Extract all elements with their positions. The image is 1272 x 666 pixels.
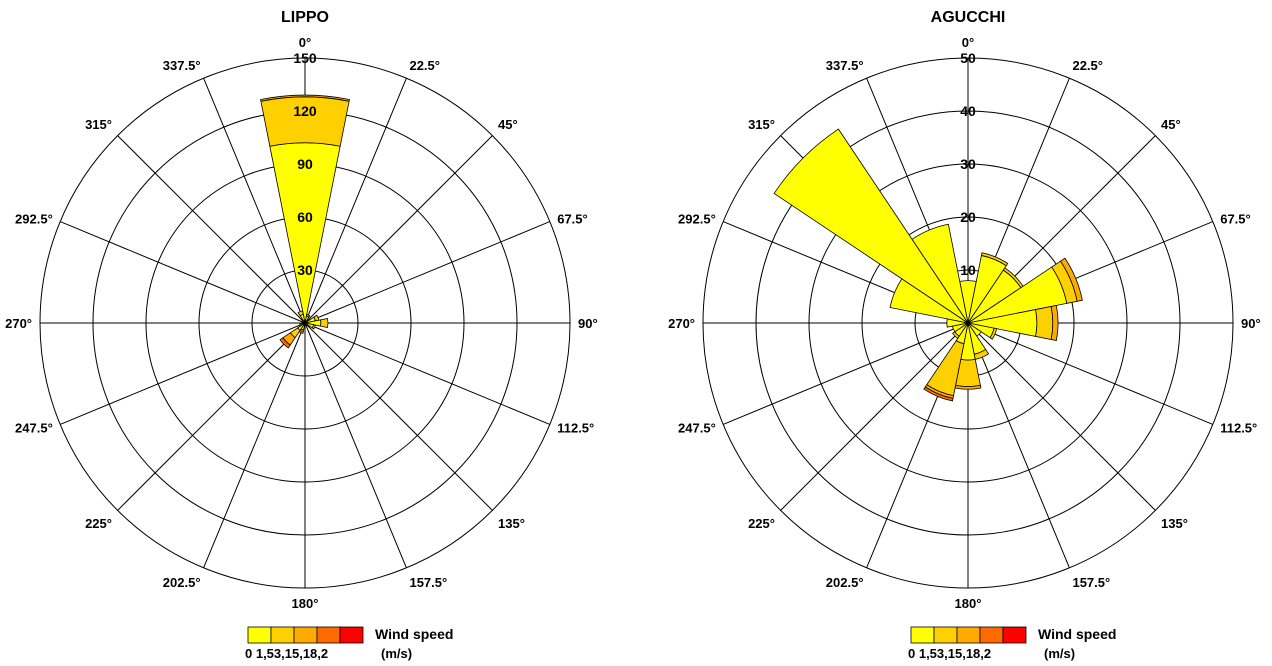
sector-90-bin-1 [1035, 305, 1054, 341]
legend-swatch [956, 626, 981, 644]
direction-spoke [722, 322, 969, 425]
direction-label: 202.5° [163, 575, 201, 590]
direction-label: 67.5° [557, 212, 588, 227]
direction-label: 135° [1161, 516, 1188, 531]
direction-spoke [59, 322, 306, 425]
sector-112.5-bin-1 [989, 327, 998, 340]
sector-22.5-bin-1 [305, 313, 311, 318]
direction-label: 45° [1161, 117, 1181, 132]
radial-tick-label: 60 [297, 209, 313, 225]
wind-rose-panel-agucchi: AGUCCHI 10 20 30 40 50 0° 22.5° 45° 67.5° 90° 112.5… [636, 0, 1272, 666]
direction-label: 270° [668, 316, 695, 331]
sector-202.5-bin-3 [923, 386, 954, 402]
direction-spoke [304, 77, 407, 324]
direction-spoke [304, 221, 551, 324]
direction-label: 45° [498, 117, 518, 132]
direction-spoke [117, 322, 306, 511]
legend-swatch [910, 626, 935, 644]
radial-tick-label: 150 [293, 50, 317, 66]
radial-tick-label: 30 [297, 262, 313, 278]
direction-label: 112.5° [1220, 420, 1257, 435]
direction-label: 225° [748, 516, 775, 531]
direction-spoke [304, 135, 493, 324]
wind-rose-chart-agucchi: AGUCCHI 10 20 30 40 500° 22.5° 45° 67.5° 90° 112.5… [668, 9, 1261, 661]
legend-swatch [979, 626, 1004, 644]
sector-67.5-bin-2 [1059, 257, 1083, 302]
legend-ticks: 0 1,53,15,18,2 [908, 646, 991, 661]
direction-label: 337.5° [826, 58, 864, 73]
legend-title: Wind speed [1038, 626, 1116, 642]
wind-rose-panel-lippo: LIPPO 30 60 90 120 150 0° 22.5° 45° 67.5° 90° 112.5… [5, 9, 598, 661]
direction-spoke [967, 322, 1214, 425]
direction-label: 22.5° [409, 58, 440, 73]
direction-label: 22.5° [1072, 58, 1103, 73]
direction-label: 315° [748, 117, 775, 132]
sector-225-bin-1 [952, 331, 960, 339]
sector-247.5-bin-1 [299, 323, 303, 327]
direction-label: 67.5° [1220, 212, 1251, 227]
direction-label: 112.5° [557, 420, 594, 435]
direction-label: 225° [85, 516, 112, 531]
legend-ticks: 0 1,53,15,18,2 [245, 646, 328, 661]
legend-swatch [316, 626, 341, 644]
legend-title: Wind speed [375, 626, 453, 642]
direction-label: 337.5° [163, 58, 201, 73]
legend-swatch [293, 626, 318, 644]
legend-unit: (m/s) [1044, 646, 1075, 661]
sector-337.5-bin-0 [911, 223, 969, 324]
radial-tick-label: 120 [293, 103, 317, 119]
radial-tick-label: 40 [960, 103, 976, 119]
direction-label: 202.5° [826, 575, 864, 590]
direction-spoke [967, 322, 1156, 511]
direction-label: 157.5° [409, 575, 447, 590]
chart-title: AGUCCHI [931, 9, 1006, 26]
sector-112.5-bin-1 [311, 324, 316, 330]
direction-spoke [203, 77, 306, 324]
radial-tick-label: 10 [960, 262, 976, 278]
direction-label: 135° [498, 516, 525, 531]
radial-tick-label: 20 [960, 209, 976, 225]
sector-225-bin-3 [279, 337, 291, 349]
direction-label: 0° [962, 35, 974, 50]
legend-swatch [247, 626, 272, 644]
direction-label: 270° [5, 316, 32, 331]
direction-label: 247.5° [678, 420, 716, 435]
direction-label: 157.5° [1072, 575, 1110, 590]
direction-spoke [780, 322, 969, 511]
direction-label: 315° [85, 117, 112, 132]
direction-spoke [304, 322, 551, 425]
chart-title: LIPPO [281, 9, 329, 26]
direction-spoke [117, 135, 306, 324]
direction-label: 292.5° [678, 212, 716, 227]
direction-spoke [304, 322, 493, 511]
direction-spoke [304, 322, 407, 569]
legend-swatch [339, 626, 364, 644]
sector-0-bin-2 [260, 94, 350, 102]
legend-swatch [1002, 626, 1027, 644]
direction-spoke [203, 322, 306, 569]
legend-unit: (m/s) [381, 646, 412, 661]
sector-90-bin-1 [320, 318, 329, 328]
radial-tick-label: 30 [960, 156, 976, 172]
sector-90-bin-2 [1050, 304, 1059, 342]
radial-tick-label: 90 [297, 156, 313, 172]
direction-label: 0° [299, 35, 311, 50]
direction-spoke [967, 322, 1070, 569]
radial-tick-label: 50 [960, 50, 976, 66]
sector-337.5-bin-1 [297, 310, 304, 317]
direction-spoke [59, 221, 306, 324]
direction-label: 180° [955, 596, 982, 611]
direction-label: 90° [1241, 316, 1261, 331]
legend-swatch [933, 626, 958, 644]
direction-label: 292.5° [15, 212, 53, 227]
direction-label: 90° [578, 316, 598, 331]
legend-swatch [270, 626, 295, 644]
sector-315-bin-0 [773, 128, 969, 324]
sector-22.5-bin-1 [980, 252, 1009, 267]
direction-label: 247.5° [15, 420, 53, 435]
direction-label: 180° [292, 596, 319, 611]
